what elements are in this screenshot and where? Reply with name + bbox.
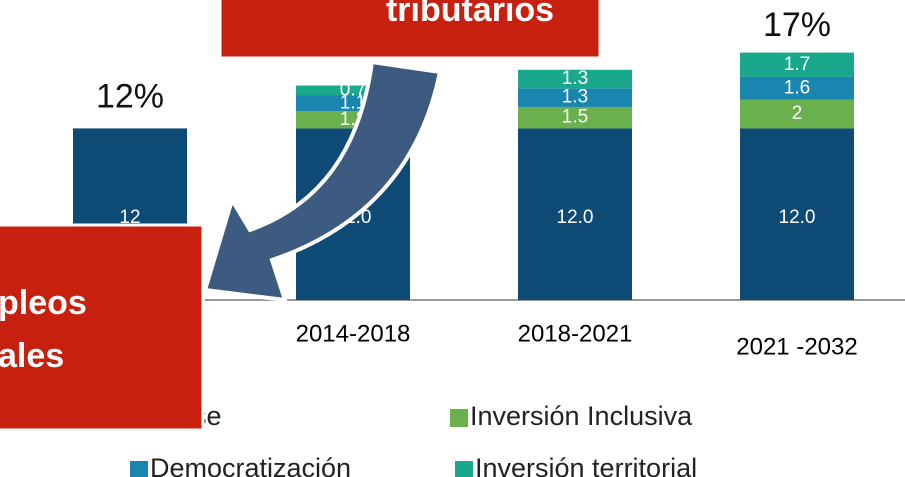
bar-segment	[518, 106, 632, 129]
legend-swatch	[450, 409, 468, 427]
data-label: 1.6	[784, 77, 810, 98]
data-label: 1.5	[562, 107, 588, 128]
top-box	[218, 0, 602, 60]
left-box-text: ales	[0, 337, 64, 375]
bar-segment	[740, 52, 854, 77]
bar-segment	[518, 88, 632, 107]
data-label: 12	[119, 207, 140, 228]
bar-segment	[518, 128, 632, 300]
left-box-text: pleos	[0, 284, 87, 322]
data-label: 12.0	[779, 207, 816, 228]
arrow	[202, 59, 443, 303]
data-label: 1.7	[784, 54, 810, 75]
legend-label: Inversión territorial	[475, 453, 697, 477]
legend-swatch	[130, 461, 148, 477]
legend-swatch	[455, 461, 473, 477]
x-tick-label: 2014-2018	[296, 320, 411, 347]
data-label: 12.0	[557, 207, 594, 228]
legend: BaseInversión InclusivaDemocratizaciónIn…	[130, 401, 697, 477]
x-tick-label: 2021 -2032	[736, 333, 857, 360]
legend-label: Inversión Inclusiva	[470, 401, 693, 431]
bar-segment	[518, 69, 632, 89]
bar-segment	[740, 99, 854, 129]
x-tick-label: 2018-2021	[518, 320, 633, 347]
bar-segment	[740, 128, 854, 300]
data-label: 1.3	[562, 87, 588, 108]
total-label: 17%	[763, 6, 831, 44]
total-label: 12%	[96, 77, 164, 115]
data-label: 1.1	[340, 92, 366, 113]
bar-segment	[296, 85, 410, 96]
data-label: 0.7	[340, 80, 366, 101]
legend-label: Democratización	[150, 453, 351, 477]
data-label: 1.3	[562, 68, 588, 89]
top-box-text: tributarios	[386, 0, 554, 29]
data-label: 2	[792, 103, 803, 124]
bar-segment	[740, 76, 854, 100]
left-box	[0, 223, 205, 432]
